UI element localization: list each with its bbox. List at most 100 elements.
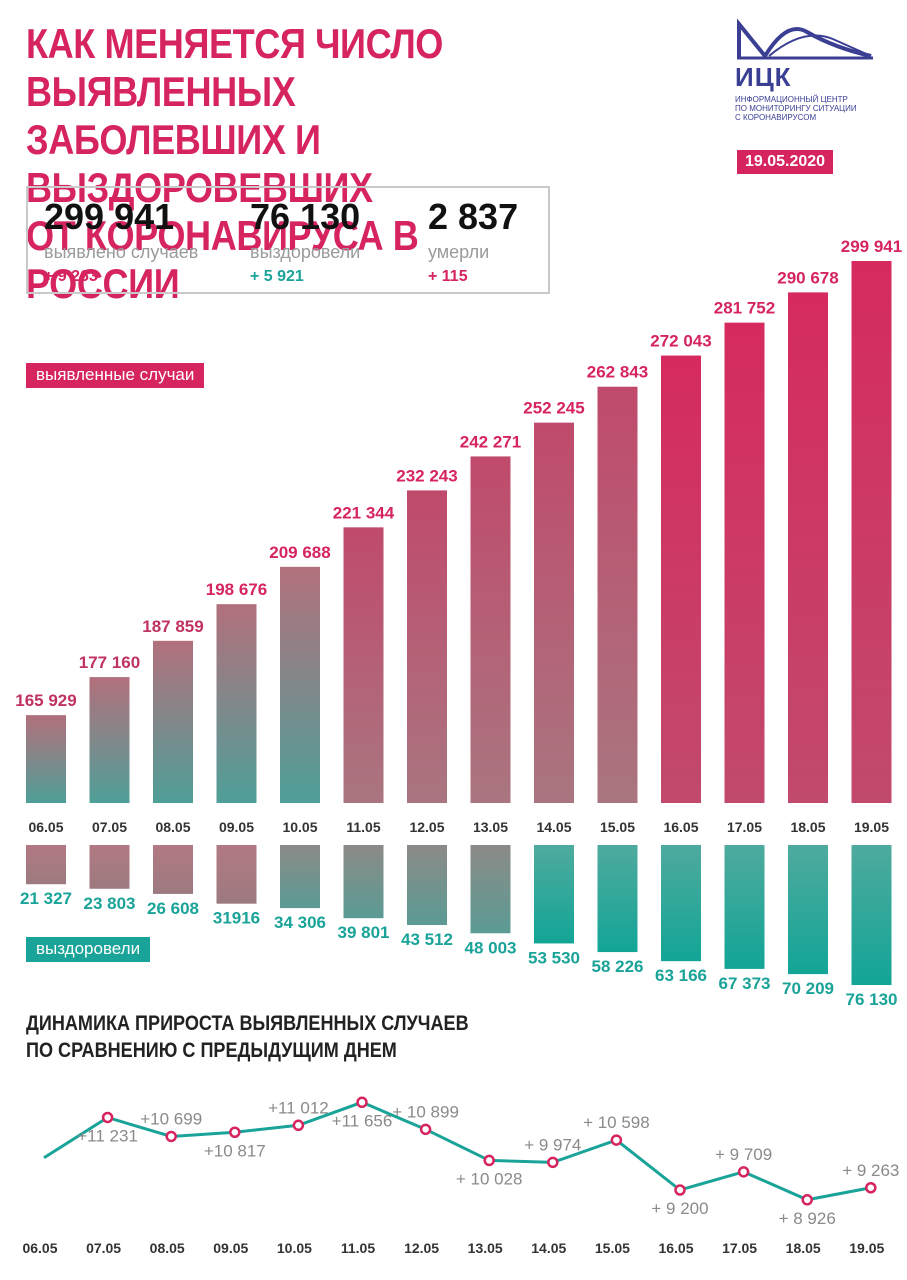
cases-value-label: 177 160 bbox=[79, 653, 140, 672]
recovered-bar bbox=[534, 845, 574, 944]
recovered-total: 76 130 bbox=[250, 196, 361, 237]
recovered-value-label: 26 608 bbox=[147, 899, 199, 918]
cases-bar bbox=[788, 292, 828, 803]
bar-x-tick-label: 16.05 bbox=[663, 819, 698, 835]
cases-bar bbox=[661, 355, 701, 803]
recovered-value-label: 23 803 bbox=[84, 894, 136, 913]
deaths-label: умерли bbox=[428, 242, 490, 262]
line-x-tick-label: 07.05 bbox=[86, 1240, 121, 1256]
recovered-bar bbox=[153, 845, 193, 894]
recovered-value-label: 70 209 bbox=[782, 979, 834, 998]
wave-logo-icon bbox=[737, 18, 873, 60]
cases-bar bbox=[534, 422, 574, 803]
bar-x-tick-label: 10.05 bbox=[282, 819, 317, 835]
line-x-tick-label: 16.05 bbox=[658, 1240, 693, 1256]
title-line-3: ОТ КОРОНАВИРУСА В РОССИИ bbox=[26, 212, 419, 307]
line-chart-title-line: ПО СРАВНЕНИЮ С ПРЕДЫДУЩИМ ДНЕМ bbox=[26, 1039, 397, 1062]
growth-value-label: + 10 899 bbox=[392, 1102, 459, 1121]
growth-point bbox=[801, 1194, 813, 1206]
recovered-value-label: 76 130 bbox=[846, 990, 898, 1009]
logo-name: ИЦК bbox=[735, 62, 792, 92]
bar-x-tick-label: 11.05 bbox=[346, 819, 380, 835]
recovered-bar bbox=[470, 845, 511, 934]
bar-x-tick-label: 15.05 bbox=[600, 819, 635, 835]
recovered-value-label: 53 530 bbox=[528, 948, 580, 967]
cases-value-label: 299 941 bbox=[841, 237, 902, 256]
cases-bar bbox=[407, 490, 447, 803]
line-x-tick-label: 10.05 bbox=[277, 1240, 312, 1256]
growth-line bbox=[43, 1100, 872, 1202]
cases-bar bbox=[851, 261, 892, 803]
growth-point bbox=[356, 1096, 368, 1109]
bar-x-tick-label: 13.05 bbox=[473, 819, 508, 835]
line-x-tick-label: 09.05 bbox=[213, 1240, 248, 1256]
line-x-tick-label: 15.05 bbox=[595, 1240, 630, 1256]
recovered-bar bbox=[661, 845, 701, 962]
recovered-bar bbox=[343, 845, 384, 919]
growth-value-label: + 10 028 bbox=[456, 1169, 523, 1188]
cases-value-label: 165 929 bbox=[15, 691, 76, 710]
stat-cases: 299 941 выявлено случаев + 9 263 bbox=[44, 196, 198, 286]
deaths-delta: + 115 bbox=[428, 268, 468, 285]
bar-x-tick-label: 18.05 bbox=[790, 819, 825, 835]
line-x-tick-label: 18.05 bbox=[786, 1240, 821, 1256]
line-x-tick-label: 13.05 bbox=[468, 1240, 503, 1256]
logo: ИЦК Информационный центр по мониторингу … bbox=[735, 18, 885, 122]
cases-delta: + 9 263 bbox=[44, 268, 98, 285]
bar-x-tick-label: 06.05 bbox=[28, 819, 63, 835]
growth-value-label: + 9 200 bbox=[651, 1199, 708, 1218]
growth-point bbox=[674, 1184, 686, 1196]
bar-x-tick-label: 08.05 bbox=[155, 819, 190, 835]
logo-subtitle: Информационный центр по мониторингу ситу… bbox=[735, 95, 885, 122]
growth-point bbox=[229, 1126, 241, 1138]
growth-point bbox=[101, 1111, 114, 1124]
line-x-tick-label: 17.05 bbox=[722, 1240, 757, 1256]
recovered-bar bbox=[851, 845, 892, 985]
growth-point bbox=[419, 1123, 432, 1136]
cases-value-label: 252 245 bbox=[523, 399, 584, 418]
growth-point bbox=[483, 1154, 495, 1167]
bar-x-tick-label: 12.05 bbox=[409, 819, 444, 835]
line-chart-title-line: ДИНАМИКА ПРИРОСТА ВЫЯВЛЕННЫХ СЛУЧАЕВ bbox=[26, 1012, 469, 1035]
recovered-bar bbox=[724, 845, 765, 969]
recovered-label: выздоровели bbox=[250, 242, 361, 262]
growth-point bbox=[865, 1182, 877, 1194]
recovered-value-label: 43 512 bbox=[401, 930, 453, 949]
cases-bar bbox=[343, 527, 384, 803]
growth-value-label: +10 699 bbox=[140, 1109, 202, 1128]
cases-label: выявлено случаев bbox=[44, 242, 199, 262]
cases-value-label: 187 859 bbox=[142, 617, 203, 636]
cases-bar bbox=[26, 715, 66, 803]
cases-bar bbox=[280, 566, 320, 803]
line-x-tick-label: 06.05 bbox=[22, 1240, 57, 1256]
line-x-tick-label: 12.05 bbox=[404, 1240, 439, 1256]
line-x-tick-label: 08.05 bbox=[150, 1240, 185, 1256]
growth-value-label: + 10 598 bbox=[583, 1113, 650, 1132]
logo-subtitle-line: с коронавирусом bbox=[735, 113, 817, 122]
line-chart-title: ДИНАМИКА ПРИРОСТА ВЫЯВЛЕННЫХ СЛУЧАЕВ ПО … bbox=[26, 1010, 469, 1064]
cases-value-label: 232 243 bbox=[396, 466, 457, 485]
cases-value-label: 242 271 bbox=[460, 432, 521, 451]
line-x-tick-label: 19.05 bbox=[849, 1240, 884, 1256]
line-x-tick-label: 11.05 bbox=[341, 1240, 375, 1256]
recovered-value-label: 67 373 bbox=[719, 974, 771, 993]
cases-value-label: 209 688 bbox=[269, 543, 330, 562]
recovered-bar bbox=[89, 845, 130, 889]
growth-point bbox=[292, 1119, 305, 1132]
summary-box: 299 941 выявлено случаев + 9 263 76 130 … bbox=[26, 186, 550, 294]
cases-bar bbox=[216, 604, 257, 803]
cases-bar bbox=[89, 677, 130, 803]
cases-value-label: 262 843 bbox=[587, 363, 648, 382]
page-title: КАК МЕНЯЕТСЯ ЧИСЛО ВЫЯВЛЕННЫХ ЗАБОЛЕВШИХ… bbox=[26, 20, 576, 308]
growth-value-label: + 9 709 bbox=[715, 1145, 772, 1164]
cases-value-label: 290 678 bbox=[777, 268, 838, 287]
title-line-1: КАК МЕНЯЕТСЯ ЧИСЛО ВЫЯВЛЕННЫХ bbox=[26, 20, 443, 115]
recovered-bars: 21 327 23 803 26 608 31916 34 306 39 801 43 51… bbox=[20, 845, 898, 1009]
bar-x-tick-label: 07.05 bbox=[92, 819, 127, 835]
cases-bar bbox=[470, 456, 511, 803]
cases-bar bbox=[153, 640, 193, 803]
deaths-total: 2 837 bbox=[428, 196, 519, 237]
growth-value-label: +10 817 bbox=[204, 1141, 266, 1160]
recovered-value-label: 21 327 bbox=[20, 889, 72, 908]
